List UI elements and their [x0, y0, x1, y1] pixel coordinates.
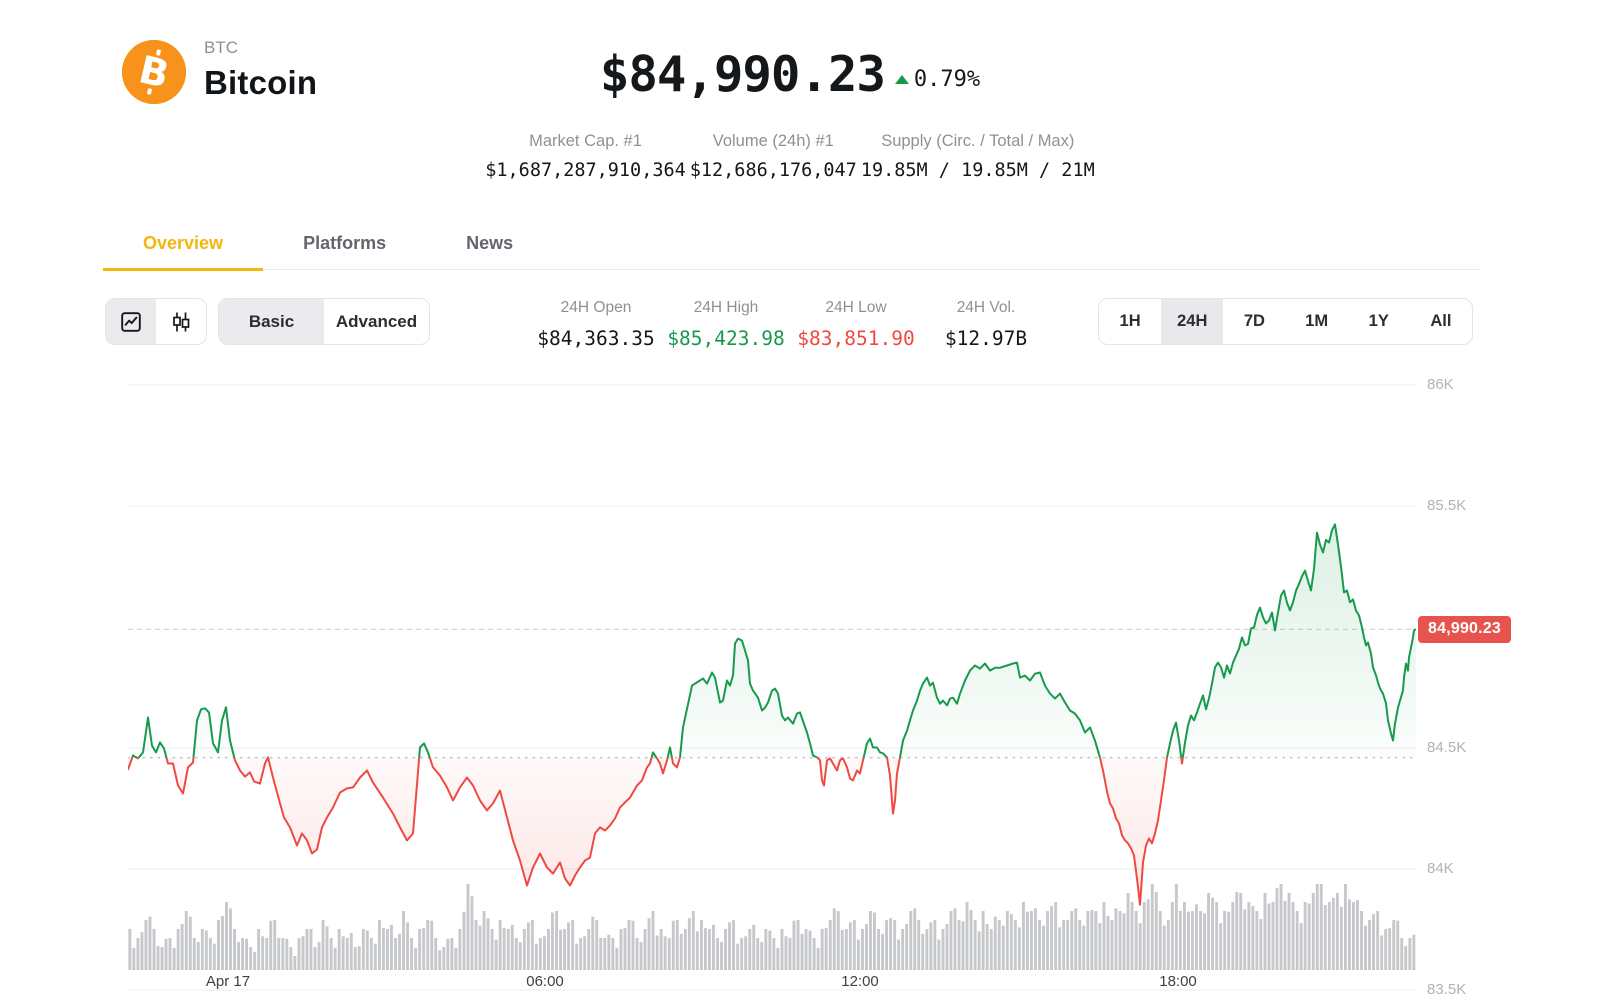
- mode-advanced-button[interactable]: Advanced: [335, 311, 418, 331]
- stat-low: 24H Low $83,851.90: [791, 299, 921, 350]
- stat-label: 24H Low: [825, 299, 887, 316]
- change-up-icon: [894, 75, 909, 84]
- tab-platforms[interactable]: Platforms: [303, 233, 387, 253]
- coin-header: B BTC Bitcoin: [122, 38, 318, 104]
- stat-value: $85,423.98: [667, 327, 785, 350]
- time-range-selector: 1H 24H 7D 1M 1Y All: [1098, 298, 1473, 345]
- coin-titles: BTC Bitcoin: [204, 38, 318, 104]
- tab-overview[interactable]: Overview: [103, 224, 264, 271]
- metric-label: Market Cap. #1: [529, 132, 642, 150]
- range-24h-button[interactable]: 24H: [1161, 299, 1224, 344]
- bitcoin-logo-icon: B: [122, 40, 186, 104]
- metric-value: $1,687,287,910,364: [485, 160, 686, 181]
- line-chart-type-button[interactable]: [106, 299, 156, 344]
- range-7d-button[interactable]: 7D: [1243, 312, 1265, 330]
- chart-mode-toggle: Basic Advanced: [218, 298, 430, 345]
- candlestick-icon: [173, 312, 190, 331]
- y-axis-label: 84.5K: [1427, 739, 1467, 756]
- x-axis-label: 18:00: [1159, 973, 1197, 990]
- stat-volume: 24H Vol. $12.97B: [921, 299, 1051, 350]
- line-chart-icon: [121, 311, 141, 332]
- candlestick-chart-type-button[interactable]: [156, 299, 206, 344]
- current-price: $84,990.23: [599, 46, 886, 103]
- x-axis-label: Apr 17: [205, 973, 251, 990]
- chart-type-toggle: [105, 298, 207, 345]
- y-axis-label: 84K: [1427, 860, 1454, 877]
- current-price-badge: 84,990.23: [1418, 616, 1511, 644]
- metric-label: Volume (24h) #1: [712, 132, 834, 150]
- coin-symbol: BTC: [204, 38, 238, 57]
- tab-news[interactable]: News: [466, 233, 514, 253]
- range-all-button[interactable]: All: [1430, 312, 1452, 330]
- mode-basic-button[interactable]: Basic: [219, 299, 324, 344]
- metric-label: Supply (Circ. / Total / Max): [881, 132, 1075, 150]
- x-axis-label: 12:00: [841, 973, 879, 990]
- price-change: 0.79%: [894, 67, 981, 92]
- metric-volume: Volume (24h) #1 $12,686,176,047: [690, 132, 857, 181]
- y-axis-label: 85.5K: [1427, 497, 1467, 514]
- stat-value: $84,363.35: [537, 327, 655, 350]
- change-percent: 0.79%: [913, 67, 981, 92]
- range-1h-button[interactable]: 1H: [1119, 312, 1141, 330]
- price-block: $84,990.23 0.79%: [0, 46, 1580, 103]
- stat-label: 24H Open: [560, 299, 632, 316]
- stat-value: $12.97B: [944, 327, 1028, 350]
- metric-value: $12,686,176,047: [689, 160, 857, 181]
- x-axis-label: 06:00: [526, 973, 564, 990]
- daily-stats: 24H Open $84,363.35 24H High $85,423.98 …: [531, 299, 1051, 350]
- stat-value: $83,851.90: [797, 327, 915, 350]
- y-axis-label: 86K: [1427, 376, 1454, 393]
- coin-name: Bitcoin: [204, 64, 318, 101]
- stat-label: 24H High: [693, 299, 759, 316]
- market-metrics: Market Cap. #1 $1,687,287,910,364 Volume…: [0, 132, 1580, 181]
- metric-supply: Supply (Circ. / Total / Max) 19.85M / 19…: [861, 132, 1095, 181]
- range-1m-button[interactable]: 1M: [1305, 312, 1329, 330]
- stat-label: 24H Vol.: [956, 299, 1016, 316]
- metric-value: 19.85M / 19.85M / 21M: [860, 160, 1095, 181]
- price-chart[interactable]: [128, 360, 1416, 1004]
- stat-open: 24H Open $84,363.35: [531, 299, 661, 350]
- stat-high: 24H High $85,423.98: [661, 299, 791, 350]
- section-tabs: Overview Platforms News: [103, 224, 1480, 271]
- y-axis-label: 83.5K: [1427, 981, 1467, 998]
- metric-market-cap: Market Cap. #1 $1,687,287,910,364: [485, 132, 685, 181]
- range-1y-button[interactable]: 1Y: [1368, 312, 1389, 330]
